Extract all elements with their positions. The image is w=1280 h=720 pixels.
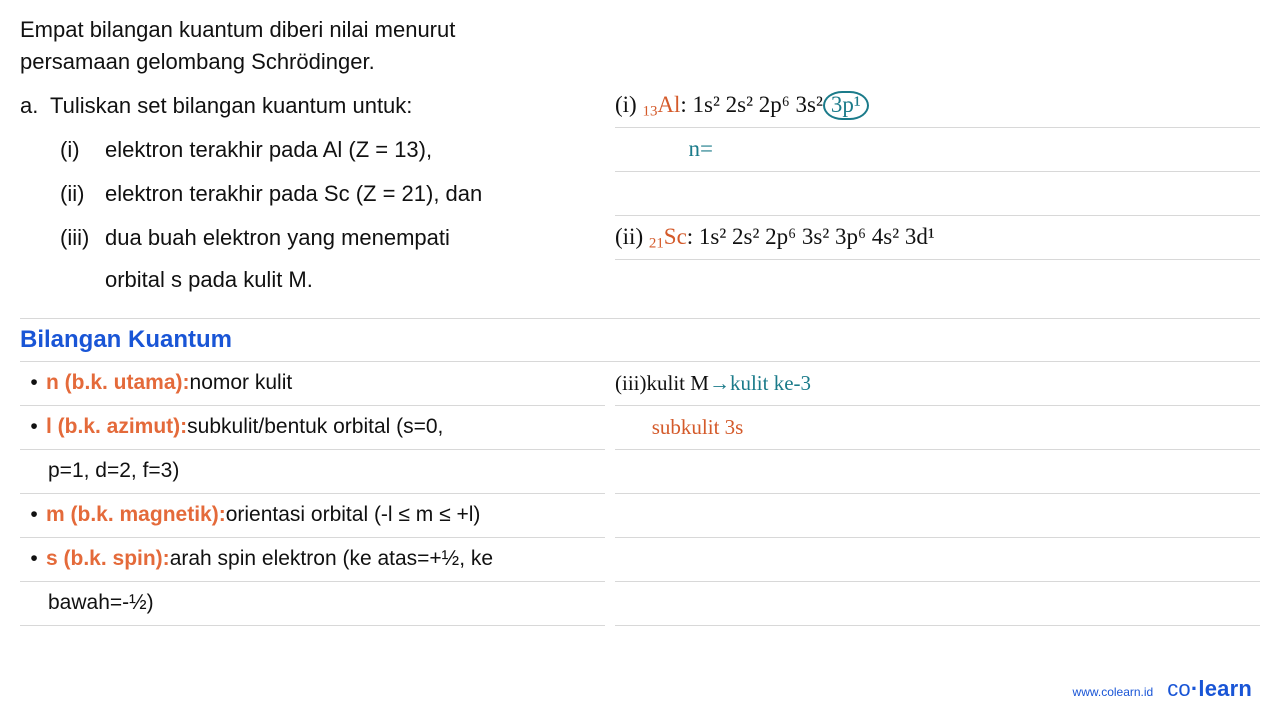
question-marker: a. bbox=[20, 93, 50, 119]
bullet-icon: • bbox=[22, 371, 46, 395]
def-l-desc: subkulit/bentuk orbital (s=0, bbox=[187, 415, 443, 439]
subitem-iii-text1: dua buah elektron yang menempati bbox=[105, 225, 450, 251]
subitem-iii-marker: (iii) bbox=[60, 225, 105, 251]
work-i-elem: Al bbox=[657, 92, 680, 118]
work-iii-text3: subkulit 3s bbox=[652, 415, 744, 440]
work-iii-block: (iii) kulit M → kulit ke-3 (iii) subkuli… bbox=[605, 362, 1260, 626]
section-heading: Bilangan Kuantum bbox=[20, 318, 1260, 362]
footer: www.colearn.id co·learn bbox=[1073, 676, 1252, 702]
work-iii-text1: kulit M bbox=[647, 371, 709, 396]
bullet-icon: • bbox=[22, 415, 46, 439]
footer-url: www.colearn.id bbox=[1073, 685, 1154, 699]
work-i-config: : 1s² 2s² 2p⁶ 3s² bbox=[680, 92, 822, 118]
blank-row-3 bbox=[615, 450, 1260, 494]
def-n-desc: nomor kulit bbox=[190, 371, 293, 395]
blank-row-2 bbox=[615, 260, 1260, 300]
work-ii-sub: 21 bbox=[643, 222, 664, 253]
def-l-term: l (b.k. azimut): bbox=[46, 415, 187, 439]
work-i-sub: 13 bbox=[642, 90, 657, 121]
def-s-term: s (b.k. spin): bbox=[46, 547, 170, 571]
work-ii-elem: Sc bbox=[664, 224, 687, 250]
intro-line2: persamaan gelombang Schrödinger. bbox=[20, 46, 1260, 78]
work-i-circled: 3p¹ bbox=[823, 91, 869, 120]
def-m-desc: orientasi orbital (-l ≤ m ≤ +l) bbox=[226, 503, 481, 527]
footer-logo: co·learn bbox=[1167, 676, 1252, 702]
subitem-ii-marker: (ii) bbox=[60, 181, 105, 207]
def-l-cont: p=1, d=2, f=3) bbox=[48, 459, 179, 483]
work-ii-marker: (ii) bbox=[615, 224, 643, 250]
subitem-i-text: elektron terakhir pada Al (Z = 13), bbox=[105, 137, 432, 163]
intro-text: Empat bilangan kuantum diberi nilai menu… bbox=[20, 14, 1260, 78]
intro-line1: Empat bilangan kuantum diberi nilai menu… bbox=[20, 14, 1260, 46]
bullet-icon: • bbox=[22, 503, 46, 527]
work-i-marker: (i) bbox=[615, 92, 637, 118]
arrow-icon: → bbox=[709, 371, 730, 396]
subitem-i-marker: (i) bbox=[60, 137, 105, 163]
blank-row-6 bbox=[615, 582, 1260, 626]
def-n-term: n (b.k. utama): bbox=[46, 371, 190, 395]
question-block: a. Tuliskan set bilangan kuantum untuk: … bbox=[20, 84, 605, 300]
subitem-iii-text2: orbital s pada kulit M. bbox=[105, 267, 313, 293]
work-i-n: (i) 13Al n= bbox=[615, 128, 1260, 172]
def-s-desc: arah spin elektron (ke atas=+½, ke bbox=[170, 547, 493, 571]
work-ii-config: : 1s² 2s² 2p⁶ 3s² 3p⁶ 4s² 3d¹ bbox=[687, 224, 935, 250]
work-i-n-text: n= bbox=[688, 136, 712, 162]
definitions-block: • n (b.k. utama): nomor kulit • l (b.k. … bbox=[20, 362, 605, 626]
def-s-cont: bawah=-½) bbox=[48, 591, 154, 615]
work-block: (i) 13 Al : 1s² 2s² 2p⁶ 3s² 3p¹ (i) 13Al… bbox=[605, 84, 1260, 300]
bullet-icon: • bbox=[22, 547, 46, 571]
work-iii-marker: (iii) bbox=[615, 371, 647, 396]
blank-row-4 bbox=[615, 494, 1260, 538]
blank-row-1 bbox=[615, 172, 1260, 216]
work-iii-text2: kulit ke-3 bbox=[730, 371, 811, 396]
subitem-ii-text: elektron terakhir pada Sc (Z = 21), dan bbox=[105, 181, 482, 207]
blank-row-5 bbox=[615, 538, 1260, 582]
work-i-line: (i) 13 Al : 1s² 2s² 2p⁶ 3s² 3p¹ bbox=[615, 84, 1260, 128]
work-ii-line: (ii) 21 Sc : 1s² 2s² 2p⁶ 3s² 3p⁶ 4s² 3d¹ bbox=[615, 216, 1260, 260]
def-m-term: m (b.k. magnetik): bbox=[46, 503, 226, 527]
question-stem: Tuliskan set bilangan kuantum untuk: bbox=[50, 93, 412, 119]
